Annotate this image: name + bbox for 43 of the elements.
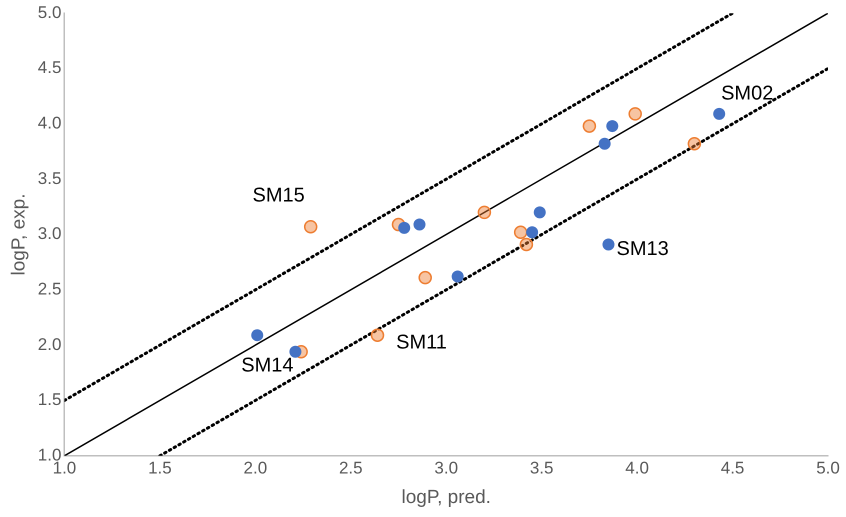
annotation: SM14 xyxy=(241,354,294,376)
point xyxy=(289,346,302,358)
point xyxy=(582,119,596,133)
point xyxy=(370,328,384,342)
point xyxy=(602,238,614,250)
y-tick-label: 4.5 xyxy=(38,58,62,78)
y-tick-label: 3.5 xyxy=(38,168,62,188)
y-axis-title: logP, exp. xyxy=(8,193,30,276)
point xyxy=(526,226,538,238)
annotation: SM02 xyxy=(721,82,774,104)
point xyxy=(534,206,546,218)
x-tick-label: 1.5 xyxy=(148,458,172,478)
point xyxy=(413,218,426,231)
y-tick-label: 4.0 xyxy=(38,114,62,133)
x-tick-label: 3.5 xyxy=(530,458,554,478)
annotation: SM11 xyxy=(396,332,447,354)
point xyxy=(606,120,618,132)
x-tick-label: 4.0 xyxy=(625,458,649,478)
x-axis-title: logP, pred. xyxy=(401,486,491,508)
point xyxy=(598,138,611,150)
x-tick-label: 4.5 xyxy=(720,458,744,478)
y-tick-label: 5.0 xyxy=(38,2,62,22)
point xyxy=(514,226,528,240)
y-tick-label: 1.5 xyxy=(38,390,62,410)
y-tick-label: 2.5 xyxy=(38,280,62,299)
x-tick-label: 2.5 xyxy=(338,458,363,478)
x-tick-label: 2.0 xyxy=(244,458,268,478)
point xyxy=(628,107,642,121)
point xyxy=(418,270,432,284)
point xyxy=(520,238,534,252)
point xyxy=(688,137,702,151)
point xyxy=(304,220,318,234)
point xyxy=(251,329,264,342)
x-tick-label: 3.0 xyxy=(434,458,458,478)
point xyxy=(398,222,410,234)
y-tick-label: 2.0 xyxy=(38,334,62,354)
point xyxy=(452,270,464,283)
point xyxy=(478,206,492,220)
annotation: SM13 xyxy=(616,238,669,260)
x-tick-label: 5.0 xyxy=(816,458,840,478)
y-tick-label: 3.0 xyxy=(38,224,62,244)
annotation: SM15 xyxy=(252,184,305,206)
point xyxy=(713,108,726,120)
